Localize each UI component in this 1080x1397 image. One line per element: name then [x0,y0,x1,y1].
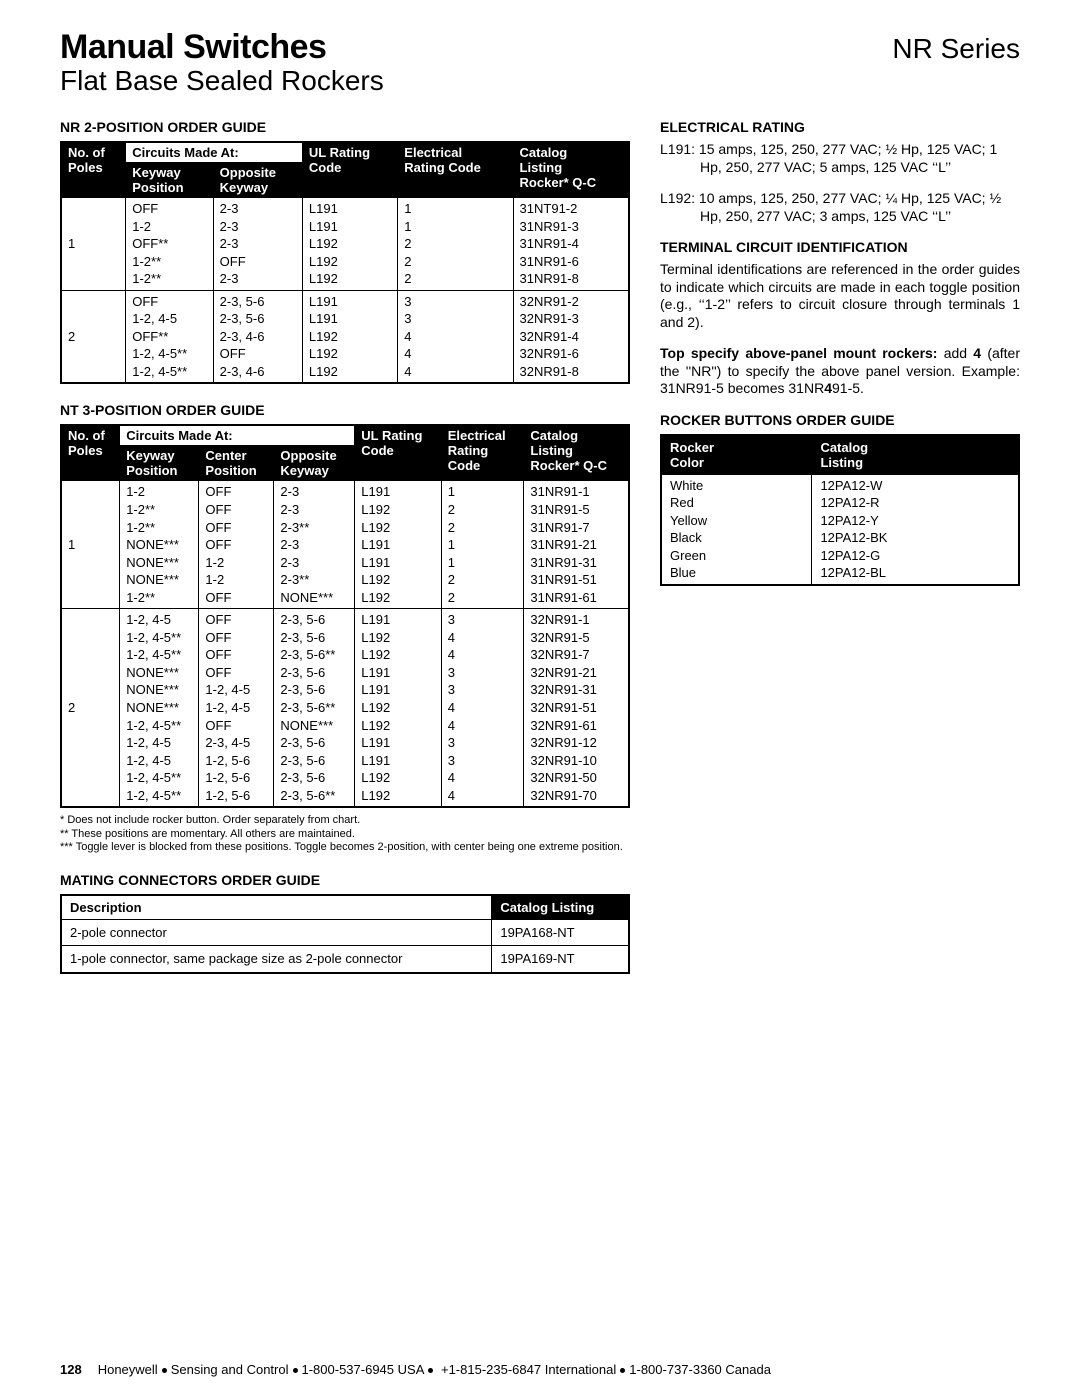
footer-company: Honeywell [98,1362,158,1377]
cell: 2-pole connector [61,919,492,946]
nt3-col-cat: Catalog Listing Rocker* Q-C [524,425,629,481]
right-column: ELECTRICAL RATING L191: 15 amps, 125, 25… [660,119,1020,980]
l192-text: L192: 10 amps, 125, 250, 277 VAC; ¼ Hp, … [660,190,1020,225]
cell: 31NT91-2 31NR91-3 31NR91-4 31NR91-6 31NR… [513,198,629,291]
rocker-col-color: Rocker Color [661,435,812,475]
rocker-col-cat: Catalog Listing [812,435,1019,475]
left-column: NR 2-POSITION ORDER GUIDE No. of Poles C… [60,119,630,980]
cell: 3 4 4 3 3 4 4 3 3 4 4 [441,609,524,808]
cell: 1-2 1-2** 1-2** NONE*** NONE*** NONE*** … [120,481,199,609]
table-row: 2 1-2, 4-5 1-2, 4-5** 1-2, 4-5** NONE***… [61,609,629,808]
table-row: 1 1-2 1-2** 1-2** NONE*** NONE*** NONE**… [61,481,629,609]
table-row: 1-pole connector, same package size as 2… [61,946,629,973]
nt3-col-ul: UL Rating Code [355,425,442,481]
rocker-table: Rocker Color Catalog Listing White Red Y… [660,434,1020,586]
cell: L191 L192 L192 L191 L191 L192 L192 L191 … [355,609,442,808]
cell: 1 2 2 1 1 2 2 [441,481,524,609]
nt3-col-keyway: Keyway Position [120,446,199,481]
cell: L191 L191 L192 L192 L192 [302,198,397,291]
page-footer: 128 Honeywell Sensing and Control 1-800-53… [60,1362,1020,1377]
footnotes: * Does not include rocker button. Order … [60,814,630,854]
cell: 2-3 2-3 2-3 OFF 2-3 [213,198,302,291]
nt3-table: No. of Poles Circuits Made At: UL Rating… [60,424,630,808]
nr2-col-cat: Catalog Listing Rocker* Q-C [513,142,629,198]
page-header: Manual Switches Flat Base Sealed Rockers… [60,28,1020,97]
dot-icon [293,1368,298,1373]
nr2-col-elec: Electrical Rating Code [398,142,513,198]
top-specify: Top specify above-panel mount rockers: a… [660,345,1020,398]
cell: 2-3, 5-6 2-3, 5-6 2-3, 4-6 OFF 2-3, 4-6 [213,290,302,383]
l191-text: L191: 15 amps, 125, 250, 277 VAC; ½ Hp, … [660,141,1020,176]
cell: 1 [61,198,126,291]
nr2-span-label: Circuits Made At: [126,142,303,163]
series-label: NR Series [892,33,1020,65]
nt3-span-label: Circuits Made At: [120,425,355,446]
dot-icon [620,1368,625,1373]
nr2-col-keyway: Keyway Position [126,163,213,198]
cell: White Red Yellow Black Green Blue [661,474,812,585]
cell: 19PA169-NT [492,946,629,973]
nr2-col-opp: Opposite Keyway [213,163,302,198]
cell: OFF OFF OFF OFF 1-2, 4-5 1-2, 4-5 OFF 2-… [199,609,274,808]
table-row: 1 OFF 1-2 OFF** 1-2** 1-2** 2-3 2-3 2-3 … [61,198,629,291]
cell: 1 1 2 2 2 [398,198,513,291]
terminal-body: Terminal identifications are referenced … [660,261,1020,331]
footnote: *** Toggle lever is blocked from these p… [60,841,630,854]
nr2-col-poles: No. of Poles [61,142,126,198]
footnote: ** These positions are momentary. All ot… [60,828,630,841]
cell: 2-3 2-3 2-3** 2-3 2-3 2-3** NONE*** [274,481,355,609]
dot-icon [162,1368,167,1373]
mating-table: Description Catalog Listing 2-pole conne… [60,894,630,974]
cell: 1 [61,481,120,609]
table-row: White Red Yellow Black Green Blue 12PA12… [661,474,1019,585]
elec-rating-title: ELECTRICAL RATING [660,119,1020,135]
cell: 1-2, 4-5 1-2, 4-5** 1-2, 4-5** NONE*** N… [120,609,199,808]
footnote: * Does not include rocker button. Order … [60,814,630,827]
table-row: 2-pole connector 19PA168-NT [61,919,629,946]
nr2-col-ul: UL Rating Code [302,142,397,198]
cell: 2 [61,609,120,808]
cell: OFF 1-2, 4-5 OFF** 1-2, 4-5** 1-2, 4-5** [126,290,213,383]
cell: OFF 1-2 OFF** 1-2** 1-2** [126,198,213,291]
cell: L191 L192 L192 L191 L191 L192 L192 [355,481,442,609]
nt3-col-poles: No. of Poles [61,425,120,481]
footer-div: Sensing and Control [171,1362,289,1377]
nr2-title: NR 2-POSITION ORDER GUIDE [60,119,630,135]
footer-can: 1-800-737-3360 Canada [629,1362,771,1377]
cell: 32NR91-2 32NR91-3 32NR91-4 32NR91-6 32NR… [513,290,629,383]
title-sub: Flat Base Sealed Rockers [60,65,384,97]
cell: 1-pole connector, same package size as 2… [61,946,492,973]
title-main: Manual Switches [60,28,384,67]
nt3-col-center: Center Position [199,446,274,481]
cell: 31NR91-1 31NR91-5 31NR91-7 31NR91-21 31N… [524,481,629,609]
table-row: 2 OFF 1-2, 4-5 OFF** 1-2, 4-5** 1-2, 4-5… [61,290,629,383]
cell: L191 L191 L192 L192 L192 [302,290,397,383]
cell: 3 3 4 4 4 [398,290,513,383]
dot-icon [428,1368,433,1373]
nt3-title: NT 3-POSITION ORDER GUIDE [60,402,630,418]
cell: 2 [61,290,126,383]
nr2-table: No. of Poles Circuits Made At: UL Rating… [60,141,630,384]
terminal-title: TERMINAL CIRCUIT IDENTIFICATION [660,239,1020,255]
cell: 19PA168-NT [492,919,629,946]
mating-col-cat: Catalog Listing [492,895,629,920]
cell: 2-3, 5-6 2-3, 5-6 2-3, 5-6** 2-3, 5-6 2-… [274,609,355,808]
rocker-title: ROCKER BUTTONS ORDER GUIDE [660,412,1020,428]
cell: 32NR91-1 32NR91-5 32NR91-7 32NR91-21 32N… [524,609,629,808]
cell: 12PA12-W 12PA12-R 12PA12-Y 12PA12-BK 12P… [812,474,1019,585]
mating-col-desc: Description [61,895,492,920]
footer-usa: 1-800-537-6945 USA [302,1362,425,1377]
mating-title: MATING CONNECTORS ORDER GUIDE [60,872,630,888]
footer-text: Honeywell Sensing and Control 1-800-537-69… [98,1362,771,1377]
nt3-col-elec: Electrical Rating Code [441,425,524,481]
footer-intl: +1-815-235-6847 International [441,1362,616,1377]
header-left: Manual Switches Flat Base Sealed Rockers [60,28,384,97]
page-number: 128 [60,1362,82,1377]
nt3-col-opp: Opposite Keyway [274,446,355,481]
cell: OFF OFF OFF OFF 1-2 1-2 OFF [199,481,274,609]
